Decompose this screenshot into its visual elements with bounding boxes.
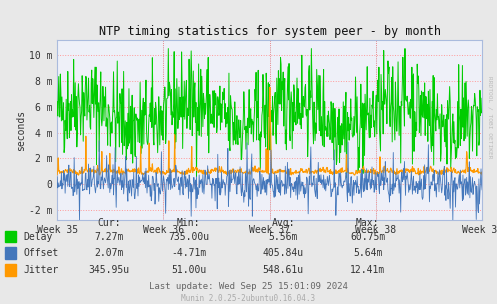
Text: Last update: Wed Sep 25 15:01:09 2024: Last update: Wed Sep 25 15:01:09 2024 [149,282,348,291]
Text: 735.00u: 735.00u [168,232,209,241]
Text: 7.27m: 7.27m [94,232,124,241]
Text: Avg:: Avg: [271,219,295,228]
Text: 405.84u: 405.84u [263,248,304,258]
Text: Min:: Min: [177,219,201,228]
Text: 345.95u: 345.95u [89,265,130,275]
Text: Max:: Max: [356,219,380,228]
Text: Jitter: Jitter [24,265,59,275]
Text: Delay: Delay [24,232,53,241]
Text: 5.56m: 5.56m [268,232,298,241]
Text: -4.71m: -4.71m [171,248,206,258]
Text: 5.64m: 5.64m [353,248,383,258]
Y-axis label: seconds: seconds [16,109,26,150]
Text: Cur:: Cur: [97,219,121,228]
Text: Offset: Offset [24,248,59,258]
Text: 2.07m: 2.07m [94,248,124,258]
Text: 60.75m: 60.75m [350,232,385,241]
Text: 12.41m: 12.41m [350,265,385,275]
Title: NTP timing statistics for system peer - by month: NTP timing statistics for system peer - … [98,25,441,38]
Text: 51.00u: 51.00u [171,265,206,275]
Text: 548.61u: 548.61u [263,265,304,275]
Text: Munin 2.0.25-2ubuntu0.16.04.3: Munin 2.0.25-2ubuntu0.16.04.3 [181,294,316,303]
Text: RRDTOOL / TOBI OETIKER: RRDTOOL / TOBI OETIKER [487,76,492,158]
